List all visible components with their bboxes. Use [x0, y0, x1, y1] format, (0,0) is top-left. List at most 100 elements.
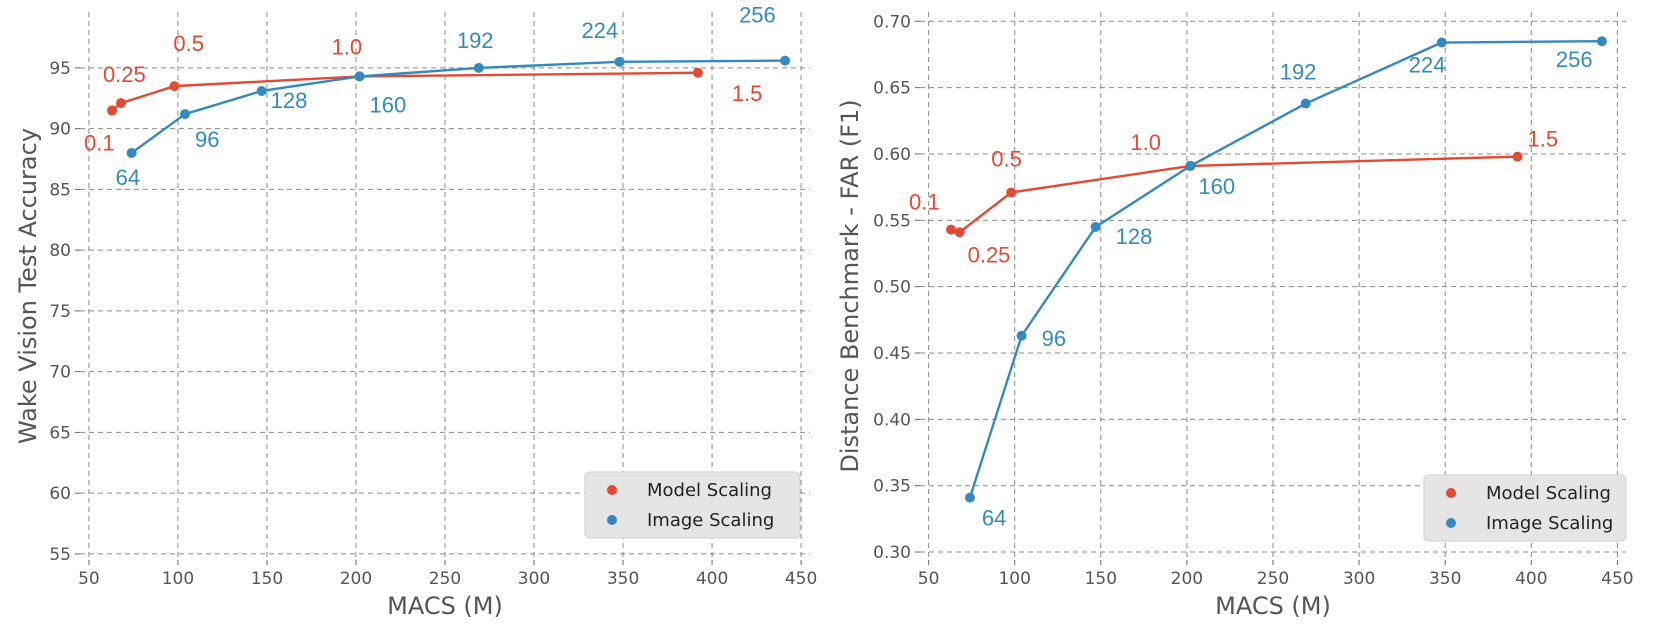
x-tick-label: 200 — [340, 569, 372, 589]
image-scaling-point — [354, 71, 365, 82]
y-tick-label: 80 — [49, 241, 71, 261]
x-tick-label: 100 — [998, 569, 1030, 589]
y-tick-label: 0.60 — [873, 145, 911, 165]
y-tick-label: 0.70 — [873, 12, 911, 32]
x-tick-label: 450 — [1601, 569, 1633, 589]
legend: Model Scaling Image Scaling — [584, 471, 801, 539]
model-scaling-point-label: 1.5 — [1528, 127, 1559, 152]
model-scaling-point — [1512, 151, 1523, 162]
x-tick-label: 300 — [1343, 569, 1375, 589]
image-scaling-point-label: 256 — [739, 3, 776, 28]
legend-label: Image Scaling — [1486, 513, 1613, 534]
image-scaling-point — [473, 62, 484, 73]
model-scaling-point — [1006, 187, 1017, 198]
y-tick-label: 70 — [49, 363, 71, 383]
model-scaling-point-label: 0.25 — [103, 62, 146, 87]
image-scaling-point-label: 160 — [370, 92, 407, 117]
y-tick-label: 95 — [49, 59, 71, 79]
x-axis-title: MACS (M) — [1215, 592, 1331, 620]
image-scaling-point — [614, 56, 625, 67]
y-tick-label: 0.40 — [873, 410, 911, 430]
legend-marker — [1446, 518, 1456, 528]
image-scaling-point — [964, 492, 975, 503]
x-tick-label: 50 — [78, 569, 100, 589]
image-scaling-point — [256, 85, 267, 96]
legend-label: Image Scaling — [647, 510, 774, 531]
x-axis-title: MACS (M) — [387, 592, 503, 620]
x-tick-label: 400 — [696, 569, 728, 589]
model-scaling-point-label: 1.0 — [1130, 130, 1161, 155]
y-tick-label: 0.55 — [873, 211, 911, 231]
x-tick-label: 350 — [607, 569, 639, 589]
y-tick-label: 85 — [49, 180, 71, 200]
image-scaling-point-label: 128 — [1116, 224, 1153, 249]
model-scaling-point-label: 0.1 — [84, 130, 115, 155]
legend-marker — [607, 515, 617, 525]
y-tick-label: 65 — [49, 423, 71, 443]
y-tick-label: 0.30 — [873, 543, 911, 563]
y-axis-title: Wake Vision Test Accuracy — [14, 128, 42, 444]
x-tick-label: 250 — [1257, 569, 1289, 589]
image-scaling-line — [968, 39, 1602, 499]
model-scaling-point-label: 0.5 — [173, 31, 204, 56]
x-tick-label: 350 — [1429, 569, 1461, 589]
model-scaling-point-label: 1.5 — [732, 81, 763, 106]
y-tick-label: 0.35 — [873, 477, 911, 497]
y-axis-title: Distance Benchmark - FAR (F1) — [836, 99, 864, 472]
x-tick-label: 50 — [918, 569, 940, 589]
y-tick-label: 60 — [49, 484, 71, 504]
model-scaling-point — [107, 105, 118, 116]
image-scaling-point-label: 160 — [1198, 174, 1235, 199]
x-tick-label: 250 — [429, 569, 461, 589]
image-scaling-point — [180, 109, 191, 120]
image-scaling-point-label: 256 — [1556, 47, 1593, 72]
image-scaling-point — [1596, 36, 1607, 47]
image-scaling-point-label: 192 — [457, 28, 494, 53]
image-scaling-point — [126, 147, 137, 158]
legend: Model Scaling Image Scaling — [1423, 474, 1627, 542]
image-scaling-point — [1436, 37, 1447, 48]
model-scaling-point — [954, 227, 965, 238]
y-tick-label: 0.45 — [873, 344, 911, 364]
wake-vision-chart: 50 100 150 200 250 300 350 400 450 55 60 65 70 75 80 85… — [14, 3, 817, 620]
x-tick-label: 400 — [1515, 569, 1547, 589]
y-tick-label: 55 — [49, 545, 71, 565]
legend-label: Model Scaling — [647, 480, 772, 501]
y-tick-label: 0.65 — [873, 79, 911, 99]
model-scaling-point — [115, 98, 126, 109]
model-scaling-point — [945, 224, 956, 235]
image-scaling-point — [780, 55, 791, 66]
image-scaling-point — [1016, 330, 1027, 341]
legend-marker — [607, 485, 617, 495]
image-scaling-point — [1090, 221, 1101, 232]
image-scaling-point-label: 64 — [116, 165, 140, 190]
x-tick-label: 100 — [162, 569, 194, 589]
legend-label: Model Scaling — [1486, 483, 1611, 504]
image-scaling-point-label: 64 — [982, 506, 1006, 531]
image-scaling-point-label: 96 — [195, 127, 219, 152]
legend-marker — [1446, 488, 1456, 498]
y-tick-label: 0.50 — [873, 278, 911, 298]
model-scaling-point — [169, 81, 180, 92]
x-tick-label: 150 — [251, 569, 283, 589]
x-tick-label: 150 — [1085, 569, 1117, 589]
image-scaling-point — [1185, 160, 1196, 171]
model-scaling-point-label: 0.25 — [968, 242, 1011, 267]
model-scaling-point-label: 0.1 — [909, 190, 940, 215]
x-tick-label: 450 — [785, 569, 817, 589]
y-tick-label: 90 — [49, 120, 71, 140]
model-scaling-point-label: 0.5 — [991, 146, 1022, 171]
model-scaling-point — [692, 67, 703, 78]
image-scaling-point-label: 224 — [1409, 53, 1446, 78]
image-scaling-point-label: 224 — [581, 18, 618, 43]
y-tick-label: 75 — [49, 302, 71, 322]
legend-box — [584, 471, 801, 539]
image-scaling-point-label: 96 — [1042, 326, 1066, 351]
model-scaling-point-label: 1.0 — [332, 34, 363, 59]
distance-benchmark-chart: 50 100 150 200 250 300 350 400 450 0.30 0.35 0.40 0.… — [836, 12, 1634, 620]
x-tick-label: 200 — [1171, 569, 1203, 589]
image-scaling-point-label: 128 — [271, 88, 308, 113]
x-tick-label: 300 — [518, 569, 550, 589]
